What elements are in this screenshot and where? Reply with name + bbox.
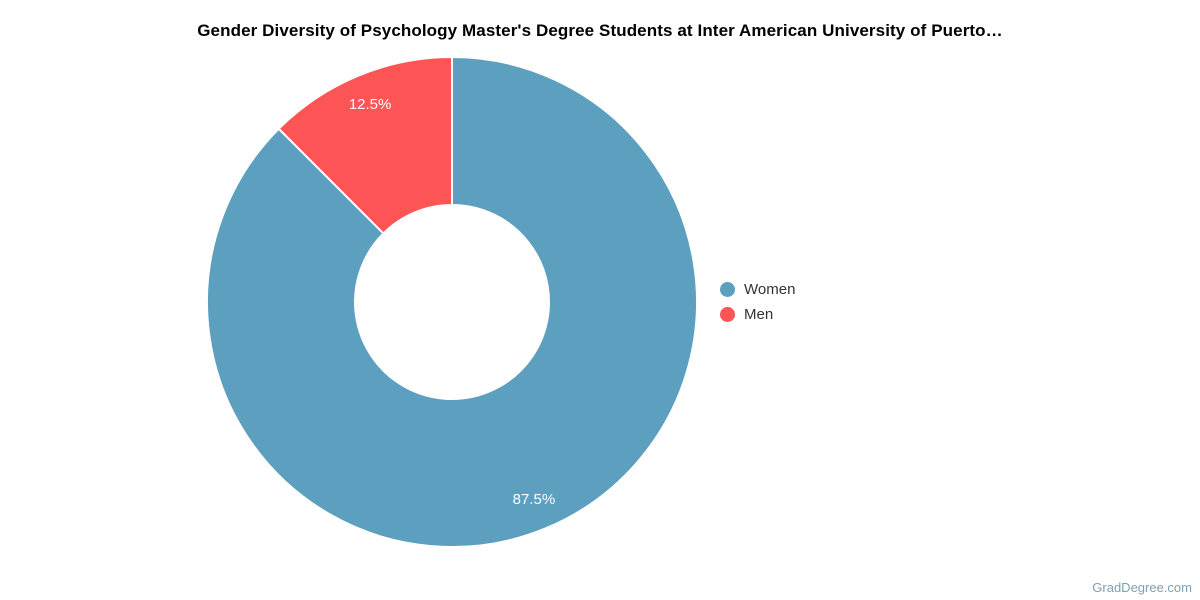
legend-label-women: Women xyxy=(744,281,796,298)
pie-slice-women[interactable] xyxy=(206,56,698,548)
chart-title: Gender Diversity of Psychology Master's … xyxy=(197,21,1003,40)
pie-slice-men[interactable] xyxy=(277,56,453,235)
legend-marker-men-icon xyxy=(720,307,735,322)
slice-label-women: 87.5% xyxy=(513,491,556,508)
legend-marker-women-icon xyxy=(720,282,735,297)
legend: Women Men xyxy=(720,277,795,327)
legend-item-men[interactable]: Men xyxy=(720,302,795,327)
watermark-link[interactable]: GradDegree.com xyxy=(1092,580,1192,595)
legend-label-men: Men xyxy=(744,306,774,323)
legend-item-women[interactable]: Women xyxy=(720,277,795,302)
slice-label-men: 12.5% xyxy=(349,96,392,113)
